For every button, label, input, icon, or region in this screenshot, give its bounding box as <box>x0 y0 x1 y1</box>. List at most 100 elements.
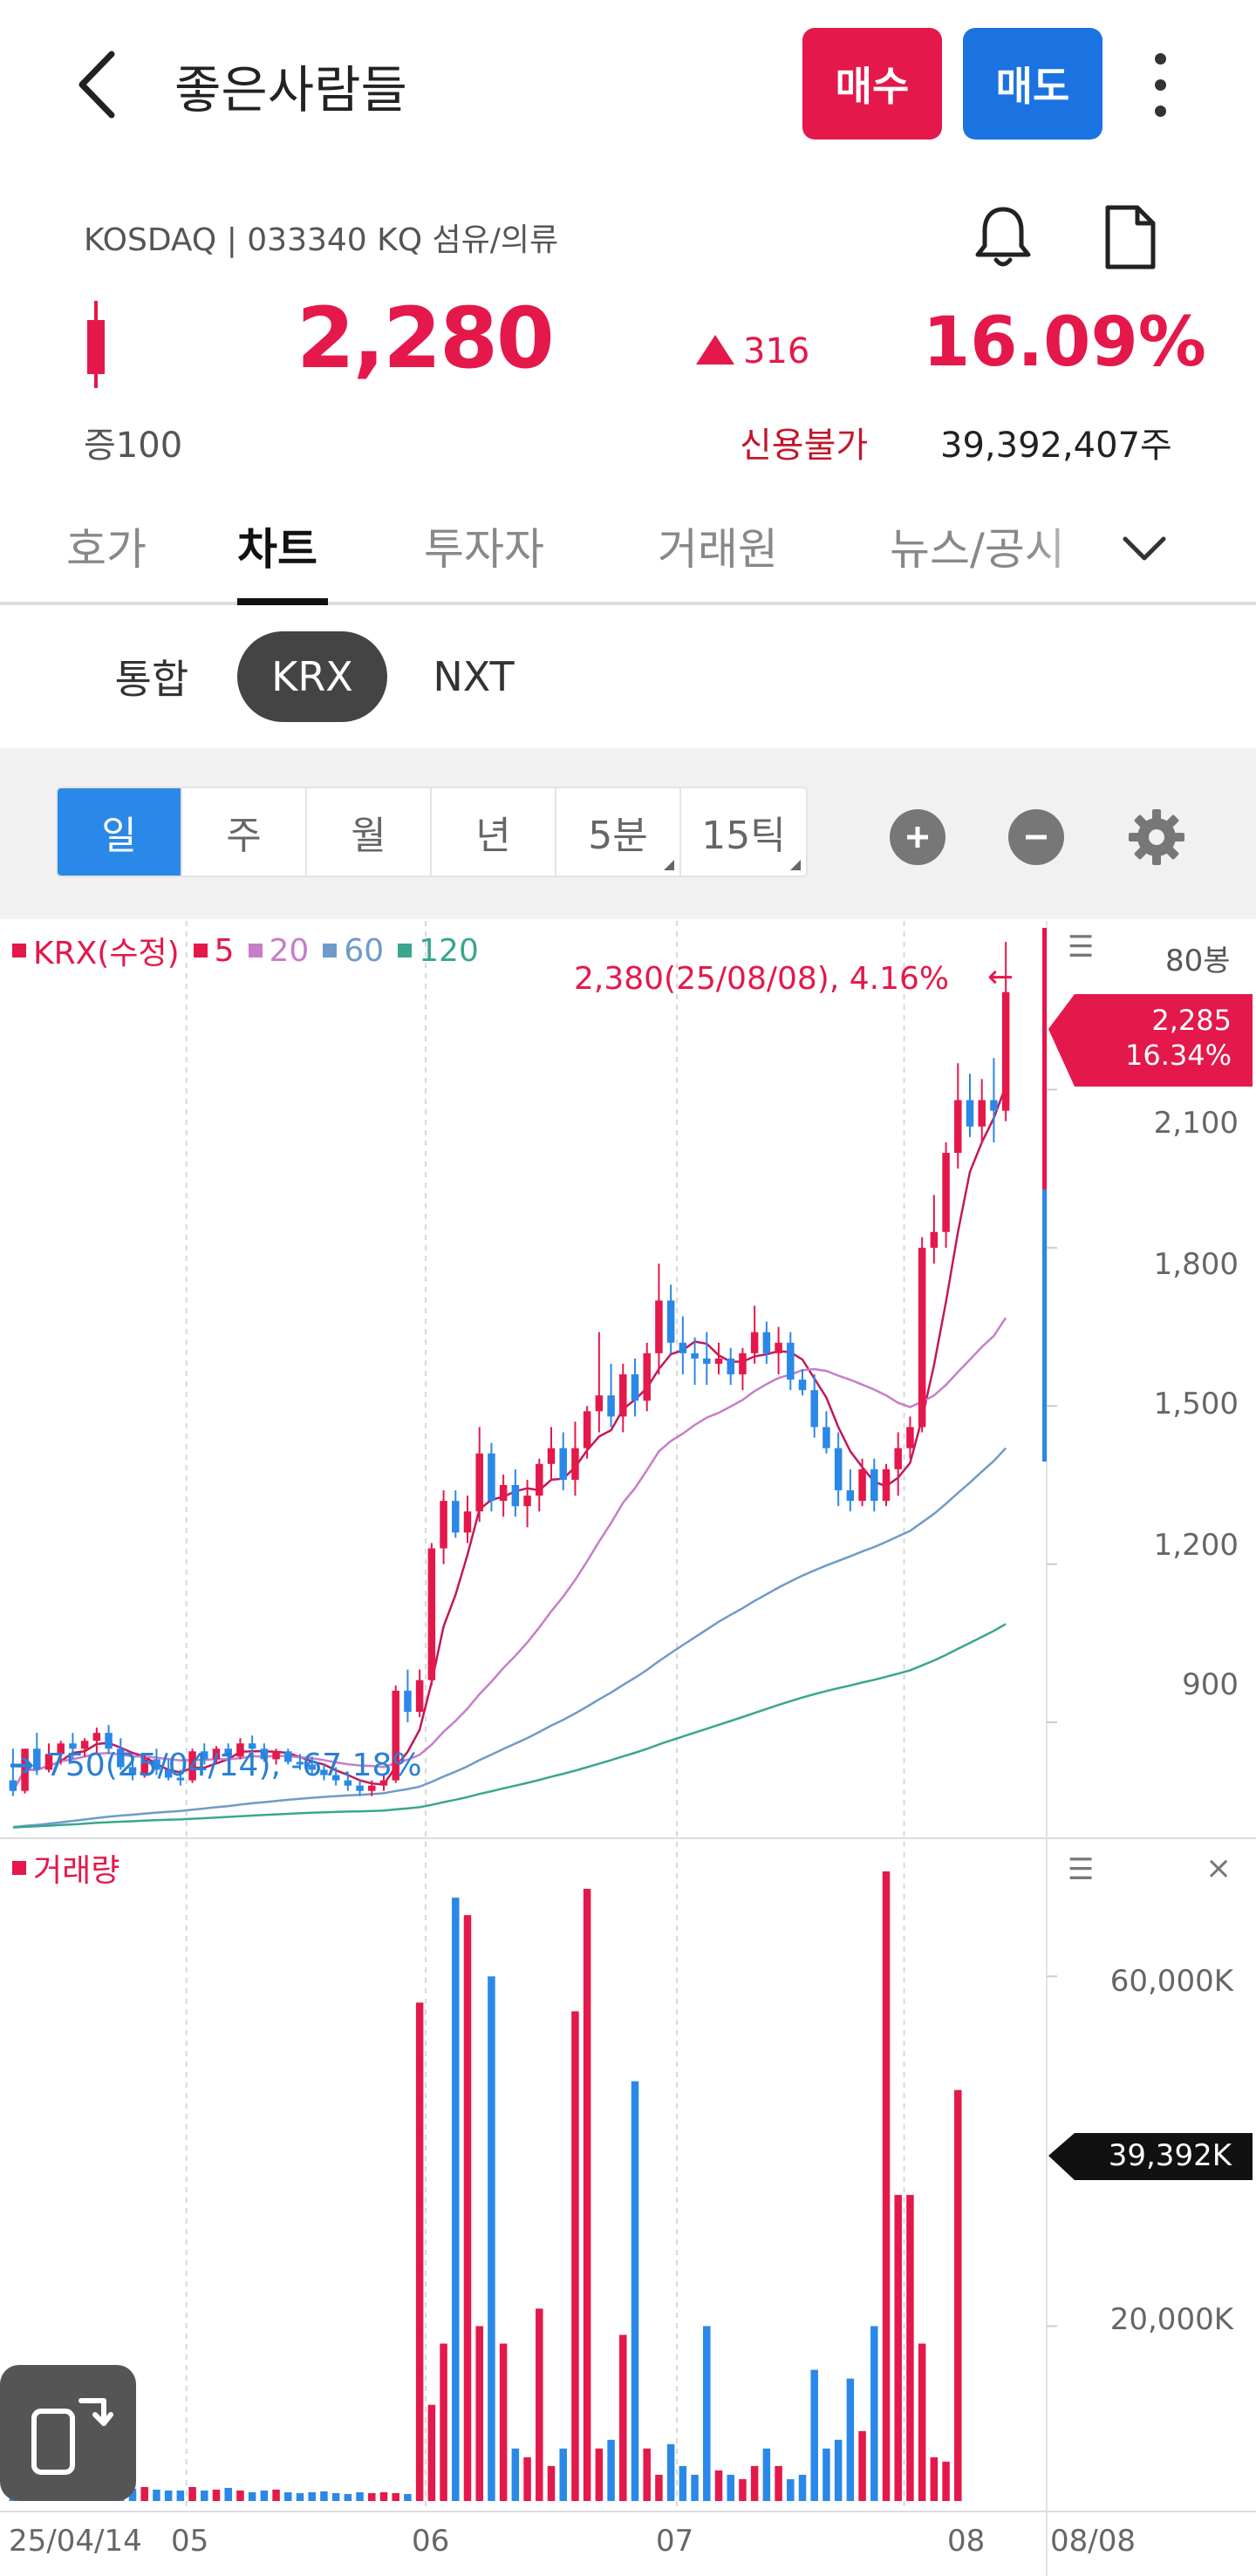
mini-candle-icon <box>87 301 105 388</box>
candle-body <box>176 1777 185 1781</box>
tab-chart[interactable]: 차트 <box>237 524 317 575</box>
candle-body <box>750 1332 759 1353</box>
candle-body <box>499 1484 508 1502</box>
volume-bar <box>666 2443 675 2501</box>
volume-bar <box>655 2474 663 2501</box>
high-annotation: 2,380(25/08/08), 4.16% <box>574 961 950 997</box>
tab-fade <box>1029 497 1116 598</box>
current-price-tag: 2,285 <box>1151 1004 1232 1037</box>
back-button[interactable] <box>68 45 129 124</box>
x-tick-label: 07 <box>656 2524 694 2559</box>
candle-body <box>440 1501 447 1549</box>
stock-name: 좋은사람들 <box>174 60 407 119</box>
segment-combined[interactable]: 통합 <box>114 656 189 703</box>
volume-bar <box>703 2326 711 2501</box>
volume-bar <box>248 2491 256 2501</box>
chevron-down-icon[interactable] <box>1118 523 1171 576</box>
price-change: 316 <box>696 331 809 371</box>
candle-body <box>787 1342 795 1380</box>
volume-legend: 거래량 <box>12 1845 119 1891</box>
volume-bar <box>499 2343 508 2501</box>
close-icon[interactable]: × <box>1205 1850 1232 1886</box>
segment-nxt[interactable]: NXT <box>433 653 515 700</box>
volume-bar <box>440 2343 447 2501</box>
gear-icon[interactable] <box>1125 806 1188 869</box>
chart-area[interactable]: KRX(수정) 5 20 60 120 ☰ 80봉 2,380(25/08/08… <box>0 921 1256 2576</box>
volume-bar <box>595 2448 604 2501</box>
ma60-line <box>12 1447 1007 1829</box>
range-bar-down <box>1042 1189 1047 1462</box>
dropdown-corner-icon <box>790 860 801 870</box>
menu-icon[interactable]: ☰ <box>1068 930 1095 964</box>
volume-bar <box>739 2478 747 2501</box>
candle-body <box>92 1733 101 1741</box>
bell-icon[interactable] <box>973 202 1034 272</box>
tab-investor[interactable]: 투자자 <box>424 524 544 575</box>
current-price-badge <box>1048 994 1253 1087</box>
volume-bar <box>906 2195 914 2501</box>
volume-bar <box>798 2474 807 2501</box>
period-selector: 일 주 월 년 5분 15틱 <box>56 787 808 877</box>
candle-body <box>284 1751 292 1762</box>
low-annotation: 750(25/04/14), -67.18% <box>45 1748 422 1783</box>
candle-body <box>918 1247 926 1428</box>
period-day[interactable]: 일 <box>58 788 182 876</box>
up-triangle-icon <box>696 335 734 365</box>
volume-bar <box>284 2491 292 2501</box>
volume-bar <box>356 2491 364 2501</box>
volume-bar <box>404 2493 412 2501</box>
volume-bar <box>834 2439 843 2501</box>
legend-ma20: 20 <box>269 932 310 969</box>
zoom-out-icon[interactable] <box>1008 809 1064 865</box>
volume-bar <box>224 2487 232 2501</box>
y-tick-label: 1,200 <box>1153 1528 1239 1563</box>
volume-bar <box>236 2490 244 2501</box>
candle-body <box>260 1748 269 1760</box>
segment-krx[interactable]: KRX <box>237 631 387 722</box>
period-year[interactable]: 년 <box>432 788 556 876</box>
more-menu-icon[interactable] <box>1134 45 1186 124</box>
candle-body <box>57 1743 65 1755</box>
volume-bar <box>140 2486 148 2501</box>
period-week[interactable]: 주 <box>182 788 307 876</box>
candle-body <box>536 1463 543 1496</box>
volume-bar <box>607 2439 615 2501</box>
candle-body <box>583 1411 591 1448</box>
zoom-in-icon[interactable] <box>890 809 945 865</box>
volume-bar <box>379 2491 388 2501</box>
candle-body <box>117 1748 125 1768</box>
candle-body <box>691 1353 699 1359</box>
candle-body <box>392 1690 399 1781</box>
sell-button[interactable]: 매도 <box>963 28 1102 140</box>
menu-icon[interactable]: ☰ <box>1068 1852 1095 1887</box>
buy-button[interactable]: 매수 <box>802 28 942 140</box>
period-month[interactable]: 월 <box>307 788 432 876</box>
tab-broker[interactable]: 거래원 <box>658 524 778 575</box>
volume-tick-label: 60,000K <box>1109 1964 1233 1999</box>
period-5min[interactable]: 5분 <box>556 788 681 876</box>
candle-body <box>727 1358 734 1374</box>
dropdown-corner-icon <box>664 860 674 870</box>
candle-body <box>930 1231 939 1248</box>
document-icon[interactable] <box>1099 202 1160 272</box>
candle-body <box>990 1100 998 1111</box>
tab-indicator <box>237 598 328 605</box>
candlestick-chart[interactable] <box>0 921 1256 2576</box>
candle-body <box>9 1780 17 1791</box>
candle-body <box>834 1448 843 1491</box>
period-15tick[interactable]: 15틱 <box>681 788 806 876</box>
candle-body <box>547 1448 556 1464</box>
candle-body <box>80 1741 89 1749</box>
candle-body <box>810 1390 818 1428</box>
chart-legend: KRX(수정) 5 20 60 120 <box>12 928 479 973</box>
rotate-screen-button[interactable] <box>0 2365 136 2501</box>
volume-bar <box>415 2002 424 2501</box>
candle-body <box>475 1453 483 1512</box>
candle-body <box>224 1748 232 1757</box>
y-tick-label: 900 <box>1182 1667 1239 1702</box>
volume-bar <box>344 2493 352 2501</box>
volume-bar <box>452 1898 460 2501</box>
volume-bar <box>392 2492 399 2501</box>
tab-orderbook[interactable]: 호가 <box>66 524 147 575</box>
volume-bar <box>427 2404 436 2501</box>
